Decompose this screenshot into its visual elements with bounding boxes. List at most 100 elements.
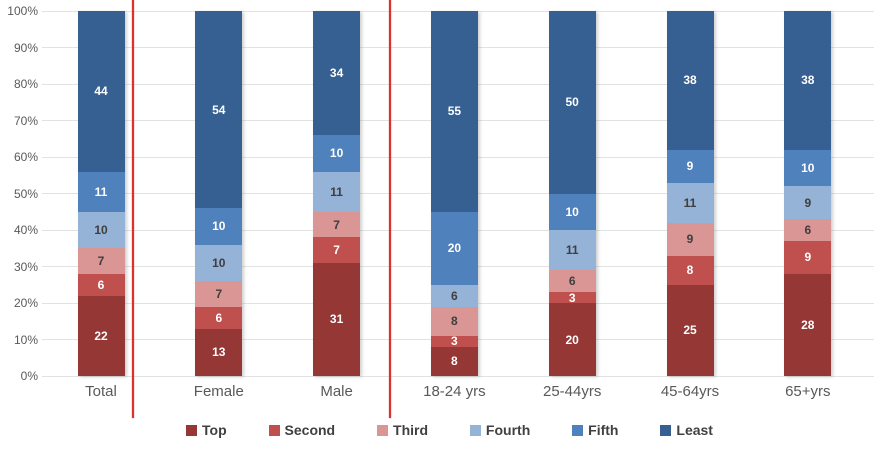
segment-top: 20 [548, 303, 596, 376]
legend-swatch-icon [660, 424, 672, 436]
y-tick-label: 80% [13, 77, 38, 91]
legend-label: Fifth [588, 422, 619, 438]
y-tick-label: 90% [13, 40, 38, 55]
segment-value: 9 [804, 250, 812, 265]
bar-25-44yrs: 20 3 6 11 10 50 [548, 11, 596, 376]
x-label-65-yrs: 65+yrs [785, 383, 831, 400]
legend-label: Second [284, 422, 336, 438]
legend-label: Fourth [485, 422, 531, 438]
x-label-female: Female [193, 383, 244, 400]
segment-top: 31 [313, 262, 361, 376]
y-tick-label: 70% [13, 113, 38, 128]
segment-value: 22 [94, 328, 108, 343]
legend-item-fourth: Fourth [469, 422, 531, 438]
segment-value: 55 [447, 104, 462, 119]
gridline [42, 10, 874, 12]
segment-least: 50 [548, 11, 596, 194]
divider-line [132, 0, 134, 418]
legend-label: Top [202, 422, 227, 438]
legend-item-least: Least [660, 422, 713, 438]
segment-fourth: 6 [430, 284, 478, 307]
segment-value: 8 [451, 354, 458, 369]
segment-value: 20 [565, 332, 579, 347]
segment-third: 6 [784, 219, 832, 241]
segment-fifth: 10 [548, 193, 596, 231]
legend: Top Second Third Fourth Fifth Least [186, 422, 713, 438]
segment-value: 7 [97, 254, 105, 269]
bar-female: 13 6 7 10 10 54 [195, 11, 243, 376]
segment-value: 9 [804, 195, 812, 210]
divider-line [389, 0, 391, 418]
segment-value: 10 [801, 160, 815, 175]
segment-fifth: 9 [666, 149, 714, 183]
segment-second: 3 [548, 292, 596, 304]
segment-value: 11 [330, 184, 343, 199]
segment-fifth: 10 [784, 149, 832, 187]
segment-second: 9 [784, 240, 832, 274]
segment-value: 6 [215, 310, 223, 325]
segment-least: 55 [430, 11, 478, 212]
segment-third: 7 [313, 211, 361, 238]
segment-value: 6 [804, 223, 812, 238]
segment-value: 54 [212, 102, 226, 117]
segment-value: 3 [451, 334, 458, 349]
segment-value: 7 [333, 217, 340, 232]
segment-top: 8 [430, 346, 478, 376]
legend-swatch-icon [186, 424, 197, 436]
segment-second: 6 [77, 273, 125, 296]
segment-top: 28 [784, 273, 832, 376]
segment-second: 7 [313, 237, 361, 263]
segment-fourth: 11 [666, 182, 714, 223]
segment-least: 38 [784, 11, 832, 150]
segment-value: 13 [212, 345, 226, 360]
segment-least: 44 [77, 11, 125, 172]
y-tick-label: 40% [13, 223, 38, 237]
segment-second: 3 [430, 334, 478, 349]
segment-value: 50 [565, 95, 579, 110]
x-label-male: Male [320, 383, 353, 400]
legend-item-third: Third [377, 422, 428, 438]
y-tick-label: 20% [13, 296, 38, 310]
segment-third: 8 [430, 306, 478, 336]
segment-fifth: 10 [195, 208, 243, 245]
segment-value: 11 [565, 243, 579, 258]
segment-value: 11 [94, 184, 108, 199]
y-tick-label: 100% [7, 4, 38, 18]
segment-value: 10 [565, 204, 579, 219]
segment-value: 10 [212, 255, 226, 270]
segment-value: 28 [801, 317, 815, 332]
segment-top: 13 [195, 328, 243, 376]
segment-value: 38 [801, 73, 815, 88]
x-label-25-44yrs: 25-44yrs [543, 383, 602, 400]
y-tick-label: 50% [13, 186, 38, 201]
bar-65-yrs: 28 9 6 9 10 38 [784, 11, 832, 376]
segment-fourth: 9 [784, 186, 832, 220]
legend-item-second: Second [268, 422, 336, 438]
segment-value: 44 [94, 84, 108, 99]
x-label-18-24-yrs: 18-24 yrs [423, 383, 486, 400]
segment-value: 8 [451, 314, 458, 329]
segment-fourth: 11 [548, 230, 596, 271]
bar-18-24-yrs: 8 3 8 6 20 55 [430, 11, 478, 376]
segment-value: 34 [329, 66, 344, 81]
segment-value: 31 [329, 312, 344, 327]
segment-third: 6 [548, 270, 596, 293]
legend-swatch-icon [469, 424, 481, 436]
segment-value: 20 [447, 241, 462, 256]
segment-top: 22 [77, 295, 125, 376]
segment-second: 8 [666, 255, 714, 285]
segment-value: 7 [333, 243, 340, 258]
segment-least: 38 [666, 11, 714, 150]
segment-least: 34 [313, 11, 361, 136]
segment-value: 9 [686, 232, 694, 247]
segment-fifth: 10 [313, 135, 361, 172]
legend-swatch-icon [268, 424, 280, 436]
y-tick-label: 60% [13, 150, 38, 164]
x-label-45-64yrs: 45-64yrs [660, 383, 720, 400]
segment-value: 9 [686, 159, 694, 174]
x-label-total: Total [85, 383, 117, 400]
segment-third: 9 [666, 222, 714, 256]
segment-second: 6 [195, 306, 243, 329]
legend-label: Third [393, 422, 429, 438]
